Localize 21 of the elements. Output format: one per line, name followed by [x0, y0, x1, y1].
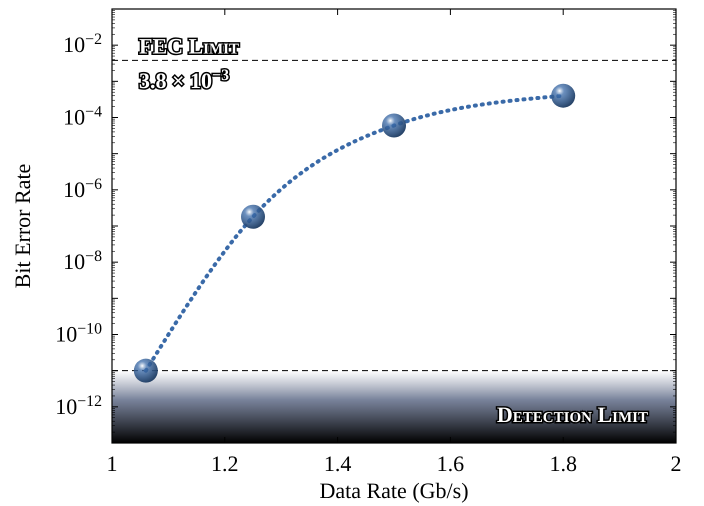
y-tick-label: 10$^{−4}$: [63, 103, 102, 130]
y-tick-label: 10$^{−12}$: [55, 392, 102, 419]
x-axis-title: Data Rate (Gb/s): [319, 478, 469, 503]
point: [134, 358, 158, 383]
y-tick-label: 10$^{−10}$: [55, 320, 102, 346]
y-tick-label: 10$^{−8}$: [63, 248, 102, 274]
point: [241, 204, 265, 229]
point: [382, 114, 406, 138]
band-label: Detection Limit: [496, 402, 648, 427]
x-tick-label: 1.4: [324, 451, 352, 476]
x-tick-label: 2: [670, 451, 682, 476]
y-tick-label: 10$^{−2}$: [63, 30, 102, 58]
ref-line-label: FEC Limit: [139, 33, 240, 58]
x-tick-label: 1.8: [549, 451, 577, 476]
y-axis-title: Bit Error Rate: [10, 164, 35, 288]
y-tick-label: 10$^{−6}$: [63, 175, 102, 202]
point: [551, 84, 576, 108]
x-tick-label: 1: [106, 451, 118, 476]
annotation: 3.8 × 10$^{−3}$: [139, 66, 230, 93]
x-tick-label: 1.2: [211, 451, 239, 476]
x-tick-label: 1.6: [436, 451, 464, 476]
